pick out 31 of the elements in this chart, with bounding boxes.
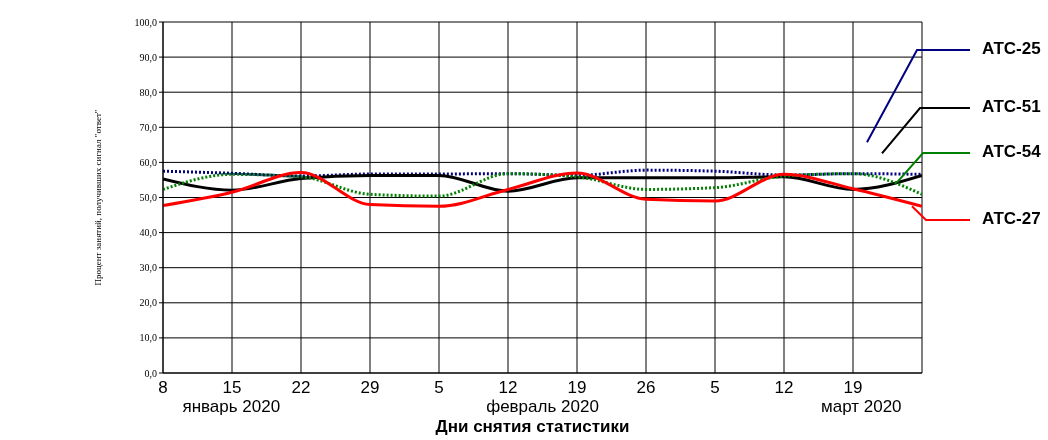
legend-label: АТС-27 bbox=[982, 209, 1041, 229]
x-tick-label: 22 bbox=[291, 378, 311, 398]
y-tick-label: 0,0 bbox=[144, 367, 157, 379]
text: АТС-54 bbox=[982, 142, 1041, 162]
y-tick-label: 80,0 bbox=[139, 86, 157, 98]
x-tick-label: 5 bbox=[710, 378, 720, 398]
x-tick-label: 19 bbox=[843, 378, 863, 398]
text: февраль 2020 bbox=[486, 397, 599, 417]
y-tick-label: 50,0 bbox=[139, 192, 157, 204]
x-tick-label: 8 bbox=[158, 378, 168, 398]
y-tick-label: 90,0 bbox=[139, 51, 157, 63]
y-tick-label: 60,0 bbox=[139, 156, 157, 168]
x-tick-label: 29 bbox=[360, 378, 380, 398]
x-tick-label: 12 bbox=[498, 378, 518, 398]
x-tick-label: 19 bbox=[567, 378, 587, 398]
x-tick-label: 15 bbox=[222, 378, 242, 398]
text: АТС-51 bbox=[982, 97, 1041, 117]
y-tick-label: 20,0 bbox=[139, 297, 157, 309]
text: март 2020 bbox=[820, 397, 902, 417]
y-tick-label: 40,0 bbox=[139, 227, 157, 239]
y-tick-label: 30,0 bbox=[139, 262, 157, 274]
x-axis-title: Дни снятия статистики bbox=[435, 417, 630, 436]
y-tick-label: 100,0 bbox=[134, 16, 157, 28]
x-tick-label: 12 bbox=[774, 378, 794, 398]
x-tick-label: 5 bbox=[434, 378, 444, 398]
text: январь 2020 bbox=[182, 397, 281, 417]
y-tick-label: 10,0 bbox=[139, 332, 157, 344]
text: АТС-25 bbox=[982, 39, 1041, 59]
y-tick-label: 70,0 bbox=[139, 121, 157, 133]
y-axis-title: Процент занятий, получивших сигнал "ответ" bbox=[93, 109, 104, 286]
x-tick-label: 26 bbox=[636, 378, 656, 398]
